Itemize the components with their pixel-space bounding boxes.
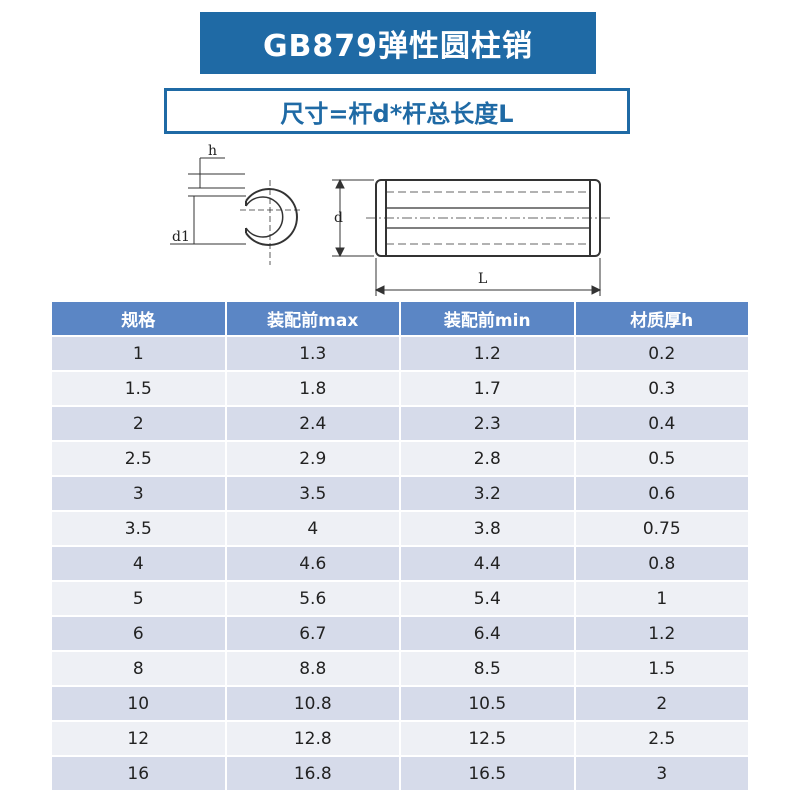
cell-spec: 2: [52, 407, 225, 440]
table-row: 1 1.3 1.2 0.2: [52, 337, 748, 370]
cell-max: 6.7: [226, 617, 399, 650]
label-d1: d1: [172, 229, 190, 245]
spring-pin-diagram: h d1 d: [160, 140, 620, 300]
label-h: h: [208, 143, 217, 159]
cell-min: 2.8: [401, 442, 574, 475]
cell-max: 5.6: [226, 582, 399, 615]
cell-spec: 2.5: [52, 442, 225, 475]
technical-drawing: h d1 d: [170, 143, 610, 296]
cell-min: 3.8: [401, 512, 574, 545]
cell-min: 5.4: [401, 582, 574, 615]
cell-max: 2.4: [226, 407, 399, 440]
cell-spec: 1: [52, 337, 225, 370]
cell-thickness: 0.75: [575, 512, 748, 545]
cell-thickness: 0.4: [575, 407, 748, 440]
cell-min: 12.5: [401, 722, 574, 755]
cell-thickness: 2.5: [575, 722, 748, 755]
cell-thickness: 2: [575, 687, 748, 720]
table-row: 3 3.5 3.2 0.6: [52, 477, 748, 510]
size-formula-label: 尺寸=杆d*杆总长度L: [164, 88, 630, 134]
cell-max: 4: [226, 512, 399, 545]
page-title: GB879弹性圆柱销: [200, 12, 596, 74]
table-row: 5 5.6 5.4 1: [52, 582, 748, 615]
cell-max: 1.8: [226, 372, 399, 405]
table-row: 2.5 2.9 2.8 0.5: [52, 442, 748, 475]
header-min-before-assembly: 装配前min: [401, 302, 574, 335]
cell-min: 16.5: [401, 757, 574, 790]
table-row: 6 6.7 6.4 1.2: [52, 617, 748, 650]
cell-spec: 1.5: [52, 372, 225, 405]
cell-max: 16.8: [226, 757, 399, 790]
cell-max: 8.8: [226, 652, 399, 685]
cell-spec: 3.5: [52, 512, 225, 545]
label-L: L: [478, 271, 487, 287]
cell-thickness: 3: [575, 757, 748, 790]
cell-spec: 12: [52, 722, 225, 755]
cell-min: 10.5: [401, 687, 574, 720]
cell-thickness: 0.5: [575, 442, 748, 475]
cell-thickness: 0.3: [575, 372, 748, 405]
cell-thickness: 0.6: [575, 477, 748, 510]
cell-spec: 8: [52, 652, 225, 685]
table-row: 10 10.8 10.5 2: [52, 687, 748, 720]
cell-spec: 4: [52, 547, 225, 580]
cell-thickness: 1: [575, 582, 748, 615]
cell-max: 1.3: [226, 337, 399, 370]
cell-spec: 10: [52, 687, 225, 720]
cell-max: 3.5: [226, 477, 399, 510]
spec-table: 规格 装配前max 装配前min 材质厚h 1 1.3 1.2 0.2 1.5 1.8 1.…: [50, 300, 750, 792]
header-thickness: 材质厚h: [575, 302, 748, 335]
cell-min: 4.4: [401, 547, 574, 580]
table-row: 8 8.8 8.5 1.5: [52, 652, 748, 685]
table-row: 3.5 4 3.8 0.75: [52, 512, 748, 545]
header-spec: 规格: [52, 302, 225, 335]
cell-min: 1.2: [401, 337, 574, 370]
table-row: 2 2.4 2.3 0.4: [52, 407, 748, 440]
table-header-row: 规格 装配前max 装配前min 材质厚h: [52, 302, 748, 335]
table-row: 1.5 1.8 1.7 0.3: [52, 372, 748, 405]
cell-thickness: 1.5: [575, 652, 748, 685]
cell-thickness: 1.2: [575, 617, 748, 650]
cell-min: 6.4: [401, 617, 574, 650]
cell-max: 4.6: [226, 547, 399, 580]
cell-thickness: 0.8: [575, 547, 748, 580]
table-row: 4 4.6 4.4 0.8: [52, 547, 748, 580]
header-max-before-assembly: 装配前max: [226, 302, 399, 335]
cell-min: 3.2: [401, 477, 574, 510]
cell-spec: 5: [52, 582, 225, 615]
cell-spec: 3: [52, 477, 225, 510]
label-d: d: [334, 210, 343, 226]
table-body: 1 1.3 1.2 0.2 1.5 1.8 1.7 0.3 2 2.4 2.3 0.4 2.5 2.9 2.…: [52, 337, 748, 790]
cell-thickness: 0.2: [575, 337, 748, 370]
end-view: [240, 180, 300, 265]
cell-min: 2.3: [401, 407, 574, 440]
cell-spec: 6: [52, 617, 225, 650]
cell-max: 10.8: [226, 687, 399, 720]
table-row: 16 16.8 16.5 3: [52, 757, 748, 790]
side-view: [366, 179, 610, 257]
cell-min: 8.5: [401, 652, 574, 685]
cell-max: 2.9: [226, 442, 399, 475]
cell-spec: 16: [52, 757, 225, 790]
table-row: 12 12.8 12.5 2.5: [52, 722, 748, 755]
cell-min: 1.7: [401, 372, 574, 405]
cell-max: 12.8: [226, 722, 399, 755]
